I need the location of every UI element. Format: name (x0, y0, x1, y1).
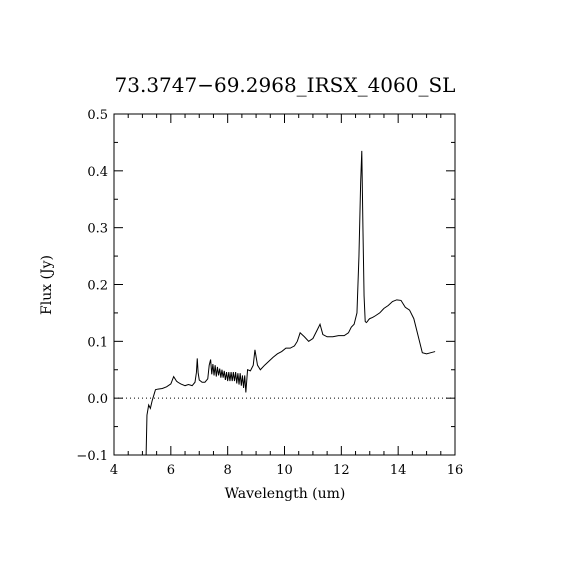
y-tick-label: 0.3 (87, 222, 108, 237)
series-layer (145, 150, 436, 456)
y-tick-label: 0.5 (87, 108, 108, 123)
x-tick-label: 10 (276, 463, 293, 478)
plot-frame (113, 113, 456, 456)
x-tick-label: 16 (447, 463, 464, 478)
y-tick-label: 0.1 (87, 335, 108, 350)
y-axis-label: Flux (Jy) (39, 255, 55, 315)
y-tick-label: −0.1 (76, 449, 108, 464)
x-axis-label: Wavelength (um) (225, 486, 346, 502)
x-tick-label: 4 (110, 463, 118, 478)
x-tick-label: 12 (333, 463, 350, 478)
y-tick-label: 0.2 (87, 279, 108, 294)
series-line-1 (145, 150, 436, 456)
x-tick-label: 8 (224, 463, 232, 478)
y-tick-label: 0.0 (87, 392, 108, 407)
chart-title: 73.3747−69.2968_IRSX_4060_SL (115, 73, 456, 97)
x-tick-label: 14 (390, 463, 407, 478)
x-tick-label: 6 (167, 463, 175, 478)
y-tick-label: 0.4 (87, 165, 108, 180)
